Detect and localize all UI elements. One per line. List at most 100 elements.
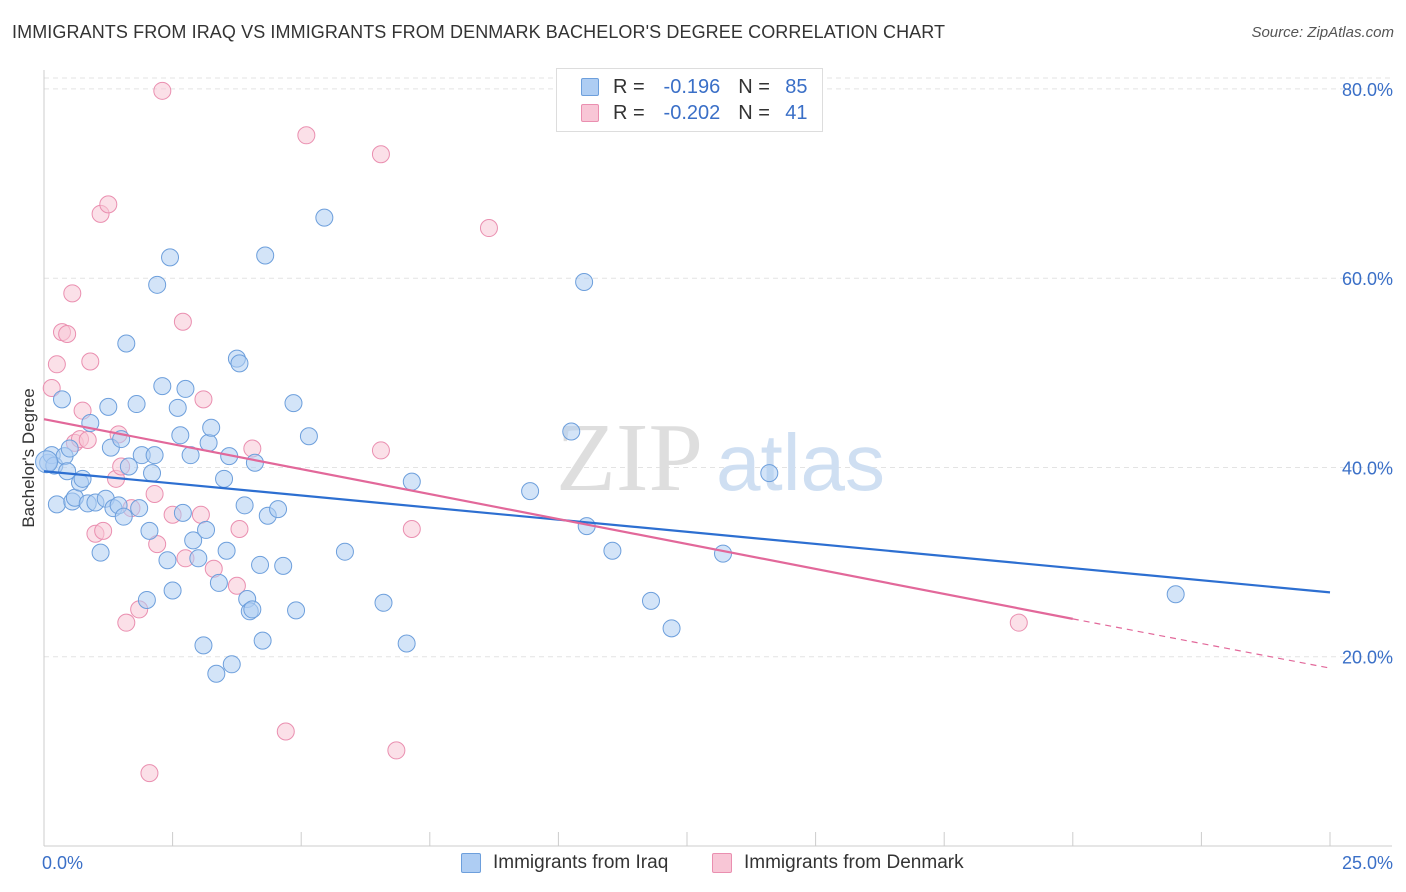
iraq-point [230, 354, 249, 373]
series-legend: Immigrants from Iraq Immigrants from Den… [0, 852, 1406, 878]
denmark-point [173, 312, 192, 331]
denmark-point [145, 484, 164, 503]
iraq-point [521, 482, 540, 501]
iraq-point [287, 601, 306, 620]
denmark-point [58, 325, 77, 344]
iraq-point [119, 457, 138, 476]
denmark-point [78, 431, 97, 450]
iraq-point [215, 469, 234, 488]
iraq-point [163, 581, 182, 600]
iraq-point [315, 208, 334, 227]
iraq-point [194, 636, 213, 655]
iraq-point [197, 520, 216, 539]
iraq-point [374, 593, 393, 612]
iraq-point [199, 433, 218, 452]
denmark-n-value: 41 [785, 101, 808, 124]
iraq-point [217, 541, 236, 560]
denmark-point [387, 741, 406, 760]
iraq-point [269, 500, 288, 519]
iraq-point [168, 398, 187, 417]
iraq-point [1166, 585, 1185, 604]
iraq-point [60, 439, 79, 458]
iraq-point [114, 507, 133, 526]
iraq-point [397, 634, 416, 653]
iraq-r-value: -0.196 [663, 75, 721, 98]
denmark-point [94, 521, 113, 540]
denmark-point [42, 378, 61, 397]
iraq-point [253, 631, 272, 650]
denmark-point [47, 355, 66, 374]
iraq-point [35, 450, 59, 474]
y-tick-label: 60.0% [1342, 269, 1393, 289]
iraq-point [402, 472, 421, 491]
iraq-point [222, 655, 241, 674]
iraq-point [184, 531, 203, 550]
iraq-point [130, 499, 149, 518]
x-tick-label: 0.0% [42, 853, 83, 873]
iraq-point [143, 464, 162, 483]
denmark-point [1009, 613, 1028, 632]
iraq-point [202, 418, 221, 437]
denmark-point [297, 126, 316, 145]
denmark-trend-extension [1072, 618, 1331, 669]
denmark-point [276, 722, 295, 741]
iraq-series [35, 208, 1185, 683]
denmark-point [402, 519, 421, 538]
y-axis-title: Bachelor's Degree [19, 388, 38, 527]
iraq-point [256, 246, 275, 265]
denmark-point [230, 519, 249, 538]
iraq-point [335, 542, 354, 561]
iraq-point [127, 395, 146, 414]
x-tick-label: 25.0% [1342, 853, 1393, 873]
iraq-point [153, 377, 172, 396]
iraq-point [284, 394, 303, 413]
iraq-point [299, 427, 318, 446]
iraq-point [171, 426, 190, 445]
iraq-n-value: 85 [785, 75, 808, 98]
chart-title: IMMIGRANTS FROM IRAQ VS IMMIGRANTS FROM … [12, 22, 946, 42]
denmark-point [194, 390, 213, 409]
iraq-n-label: N = [738, 75, 770, 98]
denmark-point [371, 145, 390, 164]
stats-legend: R = -0.196 N = 85 R = -0.202 N = 41 [556, 68, 823, 132]
source-label: Source: ZipAtlas.com [1251, 24, 1394, 41]
denmark-point [153, 81, 172, 100]
iraq-point [137, 590, 156, 609]
iraq-point [245, 453, 264, 472]
iraq-trend-line [43, 470, 1331, 594]
iraq-point [662, 619, 681, 638]
iraq-point [251, 555, 270, 574]
denmark-r-value: -0.202 [663, 101, 721, 124]
iraq-point [91, 543, 110, 562]
legend-item-denmark: Immigrants from Denmark [712, 852, 964, 874]
iraq-point [714, 544, 733, 563]
iraq-point [140, 521, 159, 540]
iraq-point [173, 503, 192, 522]
iraq-point [207, 664, 226, 683]
denmark-point [148, 535, 167, 554]
iraq-point [562, 422, 581, 441]
iraq-point [176, 379, 195, 398]
legend-row-denmark: R = -0.202 N = 41 [581, 101, 808, 125]
legend-row-iraq: R = -0.196 N = 85 [581, 75, 808, 99]
denmark-point [191, 505, 210, 524]
iraq-r-label: R = [613, 75, 645, 98]
denmark-point [371, 441, 390, 460]
watermark-atlas: atlas [716, 418, 885, 507]
iraq-point [53, 390, 72, 409]
iraq-point [243, 600, 262, 619]
iraq-point [603, 541, 622, 560]
denmark-legend-label: Immigrants from Denmark [744, 852, 964, 873]
iraq-point [274, 556, 293, 575]
watermark: ZIP atlas [556, 404, 885, 512]
denmark-trend-line [43, 418, 1074, 620]
iraq-point [73, 469, 92, 488]
iraq-point [99, 397, 118, 416]
iraq-point [117, 334, 136, 353]
iraq-point [145, 446, 164, 465]
iraq-point [575, 272, 594, 291]
iraq-point [641, 591, 660, 610]
denmark-legend-swatch [712, 853, 732, 873]
iraq-point [47, 495, 66, 514]
